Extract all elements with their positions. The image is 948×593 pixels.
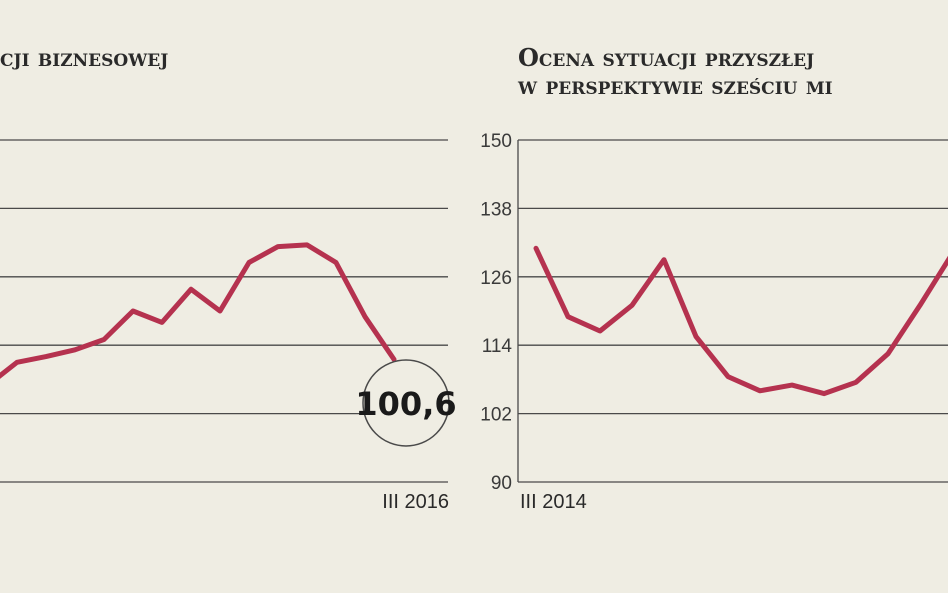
y-tick-label: 138 bbox=[480, 199, 512, 220]
callout-value-label: 100,6 bbox=[355, 385, 456, 423]
chart-right: Ocena sytuacji przyszłej w perspektywie … bbox=[480, 43, 948, 513]
chart-left-title-line-1: cji biznesowej bbox=[0, 43, 168, 72]
chart-left-series-line bbox=[0, 242, 397, 379]
chart-right-grid bbox=[517, 139, 948, 483]
y-tick-label: 150 bbox=[480, 131, 512, 152]
chart-right-title-line-1: Ocena sytuacji przyszłej bbox=[518, 43, 814, 72]
chart-left-end-callout: 100,6 bbox=[355, 359, 457, 447]
y-tick-label: 126 bbox=[480, 268, 512, 289]
chart-left-end-date-label: III 2016 bbox=[382, 491, 449, 513]
chart-right-series-line bbox=[533, 245, 948, 397]
chart-right-title-line-2: w perspektywie sześciu mi bbox=[517, 71, 833, 100]
chart-right-start-date-label: III 2014 bbox=[520, 491, 587, 513]
y-tick-label: 102 bbox=[480, 405, 512, 426]
chart-left: cji biznesowej 100,6 III 2016 bbox=[0, 43, 457, 513]
y-tick-label: 90 bbox=[491, 473, 512, 494]
chart-right-y-tick-labels: 90 102 114 126 138 150 bbox=[480, 131, 512, 494]
chart-left-grid bbox=[0, 139, 448, 483]
callout-circle bbox=[362, 359, 450, 447]
y-tick-label: 114 bbox=[482, 336, 513, 357]
